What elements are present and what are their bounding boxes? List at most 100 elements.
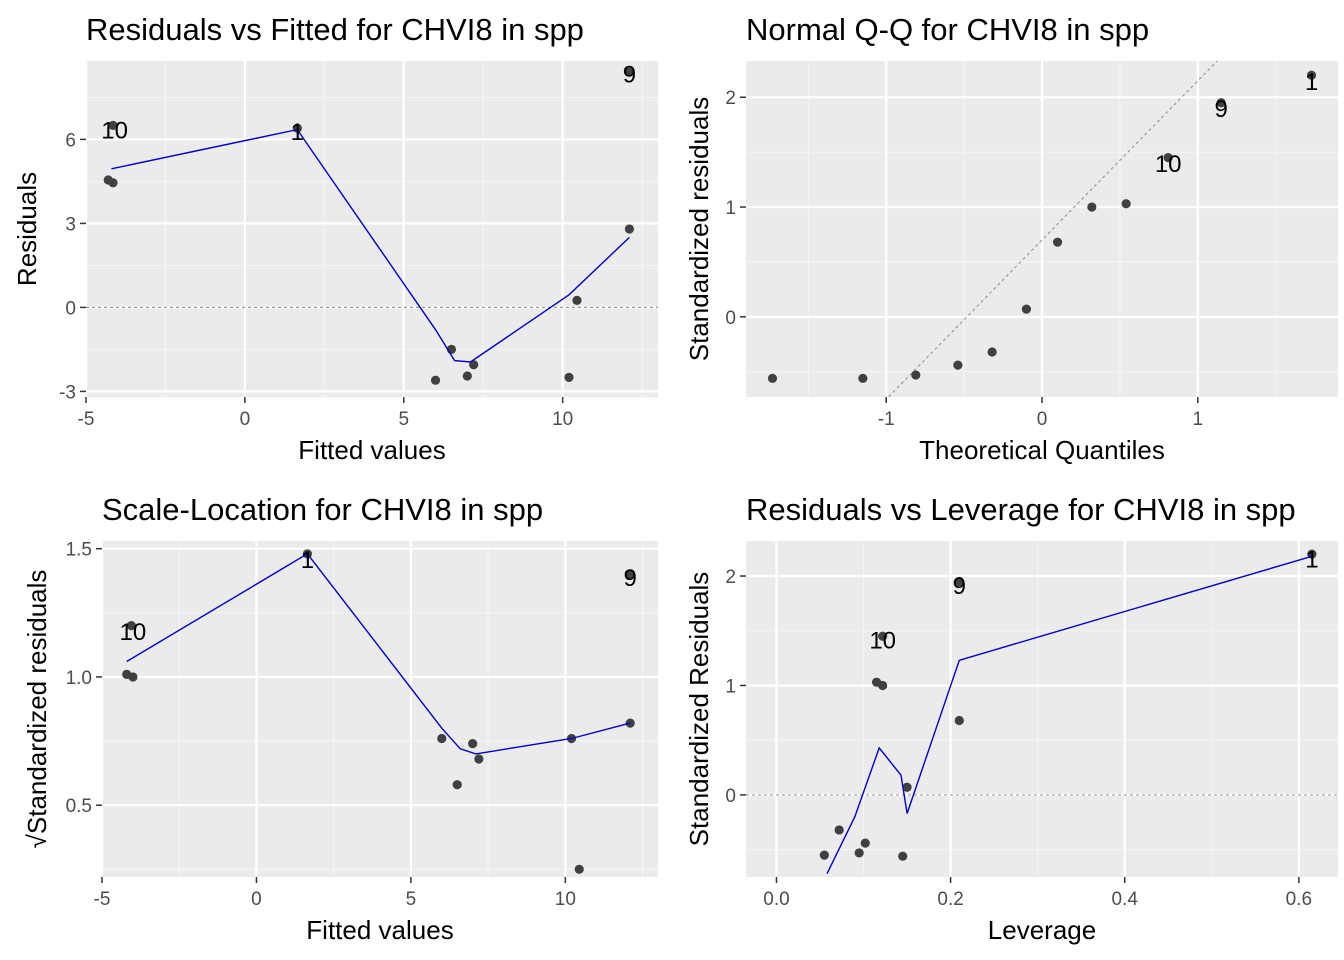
data-point	[108, 120, 118, 130]
point-labels: 10 1 9	[101, 62, 636, 146]
point-labels: 10 9 1	[1155, 69, 1318, 178]
major-gridlines	[746, 61, 1338, 397]
y-tick-label: 0	[65, 298, 76, 319]
x-axis-title: Theoretical Quantiles	[919, 435, 1165, 465]
point-id-label: 9	[623, 62, 636, 89]
panel-residuals-vs-leverage: 10 9 1 0.0 0.2 0.4 0.6 0 1 2 Residuals vs Lever…	[684, 492, 1338, 945]
smooth-line-path	[126, 552, 631, 755]
data-point	[953, 360, 963, 370]
data-point	[878, 631, 888, 641]
data-point	[987, 347, 997, 357]
x-tick-label: 0.0	[763, 889, 789, 910]
panel-background	[746, 541, 1338, 877]
y-tick-label: 6	[65, 130, 76, 151]
data-point	[474, 754, 484, 764]
data-point	[1121, 199, 1131, 209]
minor-gridlines	[746, 541, 1338, 877]
x-tick-label: 0	[240, 409, 251, 430]
y-tick-label: 2	[725, 567, 736, 588]
y-tick-label: 1.0	[66, 668, 92, 689]
y-tick-label: 0.5	[66, 796, 92, 817]
data-point	[469, 360, 479, 370]
data-point	[954, 576, 964, 587]
data-point	[1306, 70, 1317, 80]
y-tick-label: 3	[65, 214, 76, 235]
x-tick-label: 0.6	[1286, 889, 1312, 910]
data-point	[1163, 153, 1173, 163]
data-point	[452, 780, 462, 790]
data-point	[108, 178, 118, 188]
smooth-line	[126, 552, 631, 755]
point-id-label: 9	[624, 565, 637, 592]
data-point	[858, 373, 868, 383]
x-tick-label: -5	[78, 409, 95, 430]
data-point	[564, 372, 574, 382]
x-axis-ticks: -5 0 5 10	[94, 877, 576, 910]
point-id-label: 1	[301, 547, 314, 574]
x-tick-label: 10	[552, 409, 573, 430]
data-point	[1216, 98, 1226, 108]
x-tick-label: 10	[555, 889, 576, 910]
x-axis-ticks: -1 0 1	[878, 397, 1203, 430]
y-axis-ticks: 0 1 2	[725, 88, 746, 329]
chart-title: Residuals vs Fitted for CHVI8 in spp	[86, 12, 584, 47]
data-points	[767, 70, 1317, 383]
data-point	[624, 67, 635, 77]
major-gridlines	[100, 541, 658, 877]
y-axis-title: Standardized residuals	[684, 97, 714, 362]
point-id-label: 1	[291, 119, 304, 146]
chart-title: Residuals vs Leverage for CHVI8 in spp	[746, 492, 1296, 527]
y-axis-title: Standardized Residuals	[684, 572, 714, 847]
x-tick-label: 5	[398, 409, 409, 430]
x-tick-label: -5	[94, 889, 111, 910]
point-id-label: 1	[1305, 69, 1318, 96]
point-id-label: 10	[120, 619, 147, 646]
data-point	[574, 864, 584, 874]
data-point	[1021, 304, 1032, 314]
x-tick-label: 0	[251, 889, 262, 910]
data-point	[911, 370, 921, 380]
y-tick-label: 1.5	[66, 540, 92, 561]
data-point	[462, 371, 472, 381]
x-tick-label: 1	[1193, 409, 1204, 430]
y-axis-ticks: 0.5 1.0 1.5	[66, 540, 102, 817]
y-axis-ticks: 0 1 2	[725, 567, 746, 807]
data-point	[954, 715, 964, 726]
panel-normal-qq: 10 9 1 -1 0 1 0 1 2 Normal Q-Q for CHVI8 in sp…	[684, 12, 1338, 465]
point-id-label: 10	[101, 118, 128, 145]
data-point	[468, 739, 478, 749]
data-point	[878, 680, 888, 691]
y-tick-label: 0	[725, 786, 736, 807]
y-tick-label: 1	[725, 676, 736, 697]
chart-title: Scale-Location for CHVI8 in spp	[102, 492, 543, 527]
data-points	[103, 67, 635, 385]
x-axis-title: Fitted values	[298, 435, 445, 465]
y-tick-label: -3	[59, 382, 76, 403]
x-tick-label: 0.2	[937, 889, 963, 910]
y-tick-label: 1	[725, 198, 736, 219]
data-point	[1052, 237, 1063, 247]
panel-residuals-vs-fitted: 10 1 9 -5 0 5 10 -3 0 3 6 Residuals vs Fitted fo…	[12, 12, 658, 465]
data-point	[834, 825, 844, 835]
data-point	[128, 672, 138, 682]
data-point	[430, 375, 441, 385]
data-point	[625, 569, 635, 579]
data-point	[898, 851, 908, 861]
y-axis-title: √Standardized residuals	[22, 570, 52, 849]
minor-gridlines	[102, 541, 658, 877]
point-id-label: 9	[1214, 96, 1227, 123]
point-labels: 10 1 9	[120, 547, 637, 646]
x-axis-title: Leverage	[988, 915, 1096, 945]
data-point	[624, 224, 635, 234]
y-axis-title: Residuals	[12, 172, 42, 286]
x-axis-ticks: 0.0 0.2 0.4 0.6	[763, 877, 1312, 910]
smooth-line-path	[111, 128, 630, 363]
data-point	[1087, 202, 1097, 212]
panel-background	[102, 541, 658, 877]
x-tick-label: 0	[1037, 409, 1048, 430]
point-labels: 10 9 1	[869, 547, 1318, 655]
y-tick-label: 0	[725, 308, 736, 329]
smooth-line-path	[826, 555, 1313, 875]
x-tick-label: 5	[406, 889, 417, 910]
